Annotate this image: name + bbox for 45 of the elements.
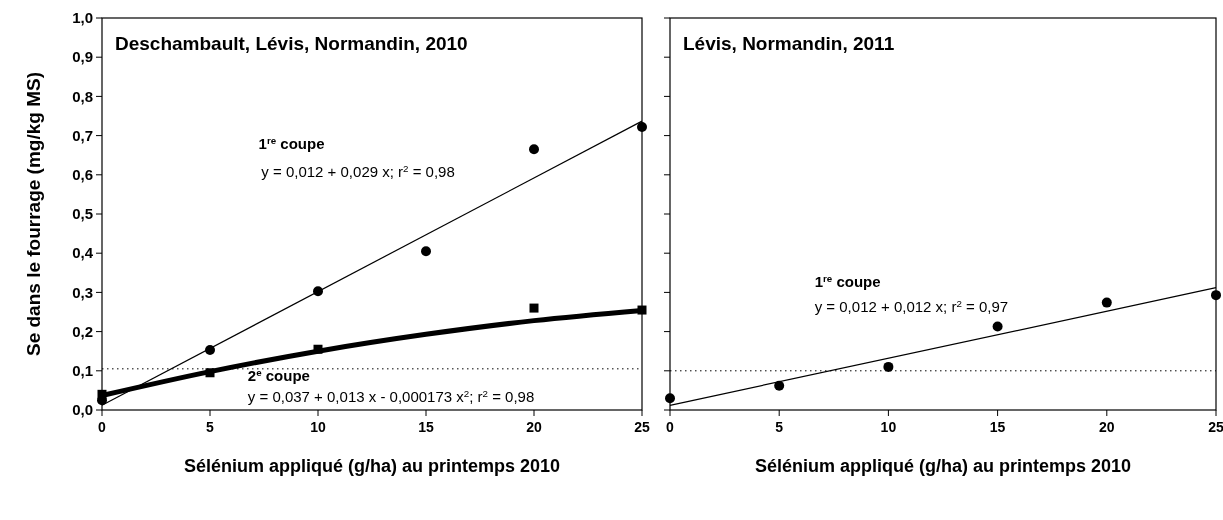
text: Deschambault, Lévis, Normandin, 2010 [115, 33, 468, 54]
x-tick-label: 10 [880, 419, 897, 435]
y-tick-label: 0,5 [72, 205, 93, 223]
y-tick-label: 0,4 [72, 244, 94, 262]
y-tick-label: 0,6 [72, 166, 93, 184]
x-axis-title: Sélénium appliqué (g/ha) au printemps 2010 [183, 456, 561, 476]
x-tick-label: 25 [634, 419, 650, 435]
annotation: y = 0,037 + 0,013 x - 0,000173 x$^{2}$; r$^{2}$ = 0,98 [247, 387, 535, 406]
point [313, 344, 323, 354]
x-tick-label: 20 [526, 419, 542, 435]
y-tick-label: 1,0 [72, 9, 93, 27]
point [205, 345, 215, 356]
y-tick-label: 0,9 [72, 48, 93, 66]
y-tick-label: 0,3 [72, 283, 93, 301]
point [883, 361, 894, 372]
x-tick-label: 15 [418, 419, 434, 435]
x-tick-label: 10 [310, 419, 326, 435]
x-tick-label: 15 [989, 419, 1006, 435]
annotation: 2$^{e}$ coupe [247, 366, 310, 384]
point [313, 286, 323, 297]
y-tick-label: 0,2 [72, 322, 93, 340]
x-tick-label: 5 [775, 419, 784, 435]
annotation: 1$^{re}$ coupe [814, 272, 881, 290]
point [1101, 297, 1112, 308]
x-tick-label: 5 [206, 419, 215, 435]
point [774, 380, 785, 391]
point [529, 303, 539, 313]
x-tick-label: 0 [98, 419, 107, 435]
point [205, 368, 215, 378]
point [992, 321, 1003, 332]
y-axis-title: Se dans le fourrage (mg/kg MS) [23, 72, 44, 356]
text: Lévis, Normandin, 2011 [683, 33, 895, 54]
x-axis-title: Sélénium appliqué (g/ha) au printemps 2010 [754, 456, 1132, 476]
point [421, 246, 431, 257]
y-tick-label: 0,8 [72, 87, 93, 105]
x-tick-label: 20 [1099, 419, 1115, 435]
x-tick-label: 25 [1208, 419, 1223, 435]
y-tick-label: 0,1 [72, 362, 93, 380]
annotation: y = 0,012 + 0,012 x; r$^{2}$ = 0,97 [814, 297, 1009, 315]
annotation: 1$^{re}$ coupe [258, 134, 325, 153]
y-tick-label: 0,0 [72, 401, 93, 419]
x-tick-label: 0 [666, 419, 675, 435]
y-tick-label: 0,7 [72, 126, 93, 144]
annotation: y = 0,012 + 0,029 x; r$^{2}$ = 0,98 [261, 162, 455, 180]
point [529, 144, 539, 155]
